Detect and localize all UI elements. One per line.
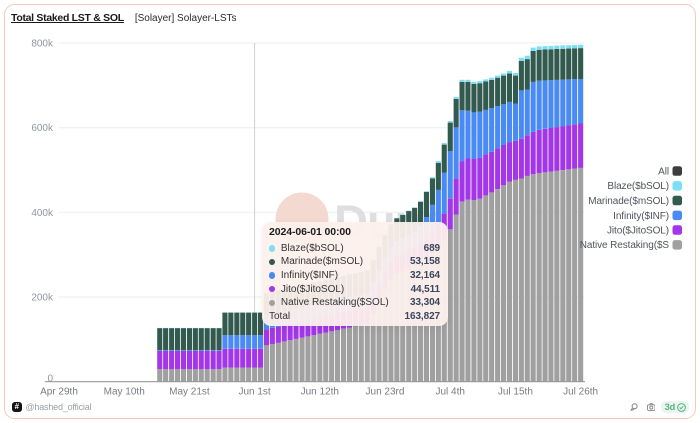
svg-text:200k: 200k <box>31 293 54 304</box>
svg-text:Infinity($INF): Infinity($INF) <box>613 211 669 222</box>
svg-text:Jul 26th: Jul 26th <box>563 387 598 398</box>
svg-text:Apr 29th: Apr 29th <box>40 387 78 398</box>
svg-text:0: 0 <box>47 374 53 385</box>
svg-text:Jul 4th: Jul 4th <box>435 387 464 398</box>
svg-text:800k: 800k <box>31 39 54 50</box>
svg-text:Blaze($bSOL): Blaze($bSOL) <box>607 181 669 192</box>
svg-text:Jul 15th: Jul 15th <box>498 387 533 398</box>
svg-text:Marinade($mSOL): Marinade($mSOL) <box>588 196 669 207</box>
svg-text:May 10th: May 10th <box>104 387 145 398</box>
svg-text:Jun 12th: Jun 12th <box>301 387 339 398</box>
svg-text:600k: 600k <box>31 123 54 134</box>
svg-text:400k: 400k <box>31 208 54 219</box>
svg-text:All: All <box>658 167 669 178</box>
svg-text:Native Restaking($S: Native Restaking($S <box>580 240 670 251</box>
svg-text:Jito($JitoSOL): Jito($JitoSOL) <box>607 226 669 237</box>
svg-text:Jun 1st: Jun 1st <box>238 387 270 398</box>
svg-text:May 21st: May 21st <box>169 387 210 398</box>
svg-text:Jun 23rd: Jun 23rd <box>366 387 405 398</box>
